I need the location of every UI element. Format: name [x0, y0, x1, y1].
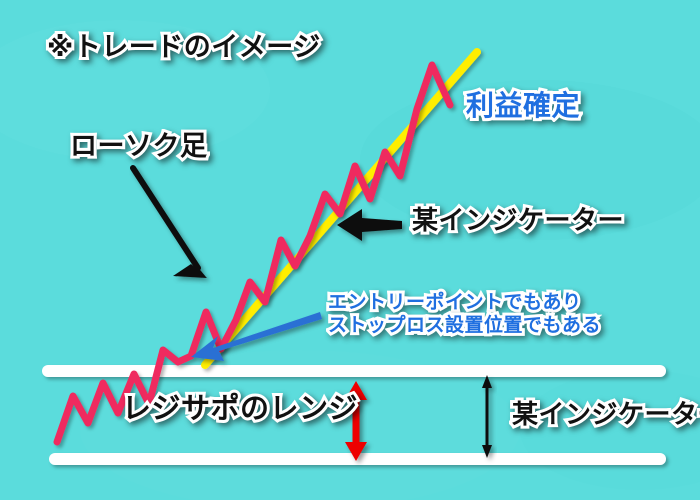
title-label: ※トレードのイメージ ※トレードのイメージ [44, 29, 323, 65]
entry-line1-stroke: エントリーポイントでもあり [325, 289, 584, 316]
indicator-upper-stroke: 某インジケーター [409, 202, 627, 237]
price-zigzag-line [53, 61, 454, 446]
candlestick-label: ローソク足 ローソク足 [67, 128, 210, 164]
indicator-pointer-arrow [337, 209, 402, 241]
indicator-lower-text: 某インジケーター [512, 399, 700, 429]
indicator-lower-label: 某インジケーター 某インジケーター [509, 396, 700, 431]
candlestick-pointer-arrow [130, 165, 207, 278]
range-text: レジサポのレンジ [122, 393, 359, 425]
candlestick-text: ローソク足 [70, 131, 208, 161]
indicator-upper-text: 某インジケーター [412, 205, 625, 235]
range-label: レジサポのレンジ レジサポのレンジ [119, 390, 361, 428]
indicator-lower-stroke: 某インジケーター [509, 396, 700, 431]
indicator-upper-label: 某インジケーター 某インジケーター [409, 202, 627, 237]
take-profit-label: 利益確定 利益確定 [463, 87, 583, 124]
take-profit-text: 利益確定 [466, 90, 581, 121]
entry-line2-text: ストップロス設置位置でもある [328, 315, 602, 337]
title-stroke: ※トレードのイメージ [44, 29, 323, 65]
range-measure-arrow [345, 381, 367, 461]
support-resistance-lines [42, 365, 666, 465]
indicator-measure-arrow [482, 375, 492, 458]
candlestick-stroke: ローソク足 [67, 128, 210, 164]
entry-pointer-arrow [191, 312, 322, 361]
take-profit-stroke: 利益確定 [463, 87, 583, 124]
title-text: ※トレードのイメージ [47, 32, 321, 62]
entry-line1-text: エントリーポイントでもあり [328, 292, 582, 313]
entry-stoploss-note: エントリーポイントでもあり エントリーポイントでもあり ストップロス設置位置でも… [325, 289, 604, 339]
range-stroke: レジサポのレンジ [119, 390, 361, 428]
entry-line2-stroke: ストップロス設置位置でもある [325, 312, 604, 339]
